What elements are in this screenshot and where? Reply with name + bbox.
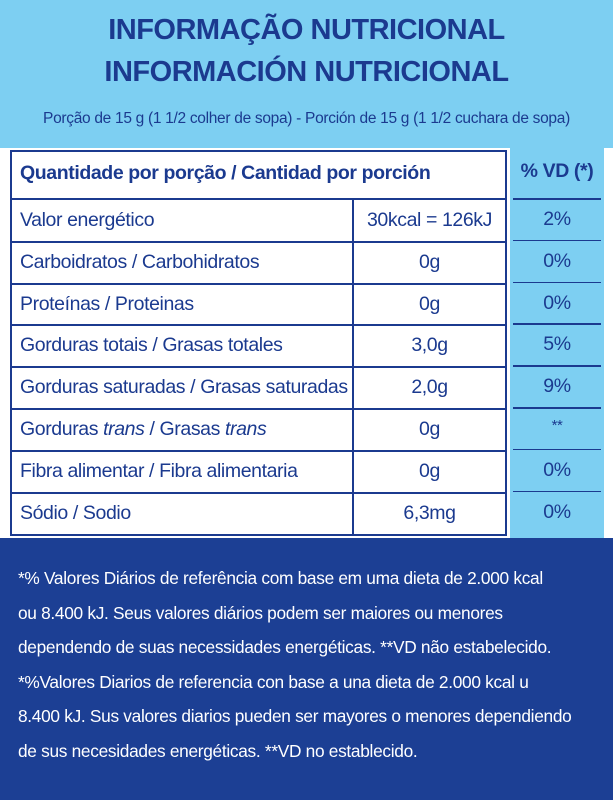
nutrient-label: Fibra alimentar / Fibra alimentaria <box>20 459 298 482</box>
vd-column <box>510 148 604 538</box>
row-rule <box>12 491 505 494</box>
footnote-line: ou 8.400 kJ. Seus valores diários podem … <box>18 602 503 623</box>
nutrient-label: Gorduras totais / Grasas totales <box>20 334 283 357</box>
row-rule <box>12 282 505 285</box>
header-rule <box>12 198 505 200</box>
title-es: INFORMACIÓN NUTRICIONAL <box>104 56 509 88</box>
daily-value: 5% <box>543 333 571 356</box>
daily-value: 2% <box>543 208 571 230</box>
vd-row-rule <box>513 448 601 451</box>
footnote: *% Valores Diários de referência com bas… <box>0 538 613 800</box>
nutrient-label: Sódio / Sodio <box>20 501 131 524</box>
daily-value: ** <box>551 417 563 434</box>
nutrient-label: Carboidratos / Carbohidratos <box>20 250 260 273</box>
amount: 6,3mg <box>403 501 456 524</box>
nutrient-label: Proteínas / Proteinas <box>20 292 194 315</box>
row-rule <box>12 408 505 410</box>
daily-value: 0% <box>543 500 571 523</box>
nutrient-label: Gorduras saturadas / Grasas saturadas <box>20 376 348 399</box>
daily-value: 0% <box>543 249 571 272</box>
daily-value: 0% <box>543 291 571 314</box>
amount: 3,0g <box>411 334 448 357</box>
label-part: trans <box>225 418 267 440</box>
serving-size: Porção de 15 g (1 1/2 colher de sopa) - … <box>43 110 570 127</box>
label-part: / Grasas <box>144 418 225 440</box>
vd-row-rule <box>513 490 601 493</box>
row-rule <box>12 366 505 369</box>
nutrient-label: Valor energético <box>20 209 155 231</box>
row-rule <box>12 449 505 452</box>
header-band: INFORMAÇÃO NUTRICIONAL INFORMACIÓN NUTRI… <box>0 0 613 148</box>
nutrient-label: Gorduras trans / Grasas trans <box>20 418 267 441</box>
label-part: Gorduras <box>20 418 104 440</box>
vd-row-rule <box>513 323 601 325</box>
amount: 0g <box>419 459 440 482</box>
label-part: trans <box>103 418 145 440</box>
amount: 2,0g <box>411 376 448 399</box>
amount: 0g <box>419 418 440 440</box>
table-header: Quantidade por porção / Cantidad por por… <box>20 162 431 184</box>
row-rule <box>12 240 505 243</box>
vd-row-rule <box>513 239 601 242</box>
footnote-line: *% Valores Diários de referência com bas… <box>18 568 543 588</box>
row-rule <box>12 324 505 327</box>
footnote-line: dependendo de suas necessidades energéti… <box>18 637 552 657</box>
footnote-line: *%Valores Diarios de referencia con base… <box>18 671 529 692</box>
vd-row-rule <box>513 281 601 284</box>
title-pt: INFORMAÇÃO NUTRICIONAL <box>108 14 505 46</box>
table: Quantidade por porção / Cantidad por por… <box>10 150 507 537</box>
vd-header-rule <box>513 198 601 200</box>
vd-header: % VD (*) <box>520 160 594 182</box>
daily-value: 0% <box>543 458 571 481</box>
daily-value: 9% <box>543 375 571 398</box>
amount: 30kcal = 126kJ <box>366 209 493 231</box>
vd-row-rule <box>513 365 601 367</box>
footnote-line: 8.400 kJ. Sus valores diarios pueden ser… <box>18 706 572 726</box>
footnote-line: de sus necesidades energéticas. **VD no … <box>18 740 418 761</box>
amount: 0g <box>419 292 440 315</box>
amount: 0g <box>419 250 440 273</box>
vd-row-rule <box>513 407 601 409</box>
